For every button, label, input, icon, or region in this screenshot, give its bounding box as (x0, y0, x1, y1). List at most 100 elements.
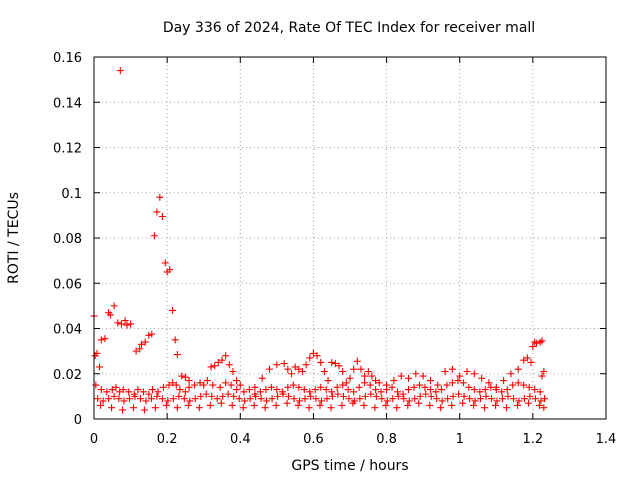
data-point (415, 399, 423, 407)
data-point (459, 379, 467, 387)
data-point (117, 320, 125, 328)
data-points (90, 67, 549, 414)
data-point (367, 390, 375, 398)
data-point (261, 404, 269, 412)
data-point (295, 383, 303, 391)
data-point (466, 395, 474, 403)
data-point (513, 401, 521, 409)
data-point (219, 392, 227, 400)
data-point (206, 401, 214, 409)
data-point (320, 367, 328, 375)
data-point (241, 397, 249, 405)
data-point (313, 352, 321, 360)
data-point (317, 358, 325, 366)
data-point (274, 392, 282, 400)
data-point (158, 395, 166, 403)
data-point (523, 354, 531, 362)
data-point (307, 392, 315, 400)
data-point (503, 404, 511, 412)
data-point (465, 383, 473, 391)
data-point (463, 367, 471, 375)
data-point (531, 386, 539, 394)
data-point (186, 397, 194, 405)
data-point (339, 367, 347, 375)
data-point (305, 404, 313, 412)
data-point (397, 372, 405, 380)
data-point (525, 383, 533, 391)
data-point (251, 383, 259, 391)
data-point (216, 383, 224, 391)
data-point (191, 381, 199, 389)
data-point (350, 365, 358, 373)
data-point (388, 383, 396, 391)
data-point (195, 404, 203, 412)
data-point (477, 395, 485, 403)
data-point (239, 404, 247, 412)
data-point (103, 388, 111, 396)
data-point (324, 377, 332, 385)
data-point (148, 330, 156, 338)
data-point (169, 379, 177, 387)
data-point (540, 367, 548, 375)
data-point (119, 406, 127, 414)
data-point (377, 388, 385, 396)
data-point (383, 397, 391, 405)
data-point (164, 397, 172, 405)
data-point (258, 374, 266, 382)
data-point (266, 365, 274, 373)
data-point (470, 401, 478, 409)
data-point (317, 383, 325, 391)
data-point (328, 388, 336, 396)
data-point (382, 401, 390, 409)
data-point (202, 390, 210, 398)
data-point (311, 386, 319, 394)
data-point (136, 345, 144, 353)
data-point (153, 392, 161, 400)
data-point (509, 395, 517, 403)
data-point (454, 377, 462, 385)
data-point (410, 383, 418, 391)
data-point (173, 404, 181, 412)
data-point (309, 349, 317, 357)
data-point (287, 370, 295, 378)
data-point (432, 388, 440, 396)
data-point (208, 392, 216, 400)
data-point (272, 401, 280, 409)
data-point (169, 395, 177, 403)
data-point (273, 361, 281, 369)
data-point (263, 397, 271, 405)
y-axis-label: ROTI / TECUs (6, 192, 22, 284)
data-point (327, 404, 335, 412)
data-point (230, 392, 238, 400)
data-point (211, 362, 219, 370)
data-point (361, 379, 369, 387)
data-point (405, 374, 413, 382)
data-point (520, 395, 528, 403)
data-point (448, 379, 456, 387)
data-point (488, 395, 496, 403)
data-point (507, 370, 515, 378)
data-point (353, 357, 361, 365)
data-point (515, 397, 523, 405)
data-point (217, 399, 225, 407)
data-point (524, 399, 532, 407)
data-point (470, 370, 478, 378)
data-point (520, 381, 528, 389)
data-point (120, 397, 128, 405)
data-point (372, 377, 380, 385)
data-point (419, 372, 427, 380)
data-point (203, 377, 211, 385)
y-tick-label: 0.14 (53, 96, 82, 111)
data-point (459, 399, 467, 407)
data-point (298, 367, 306, 375)
data-point (533, 339, 541, 347)
data-point (338, 401, 346, 409)
data-point (246, 395, 254, 403)
data-point (115, 395, 123, 403)
y-tick-label: 0.08 (53, 232, 82, 247)
data-point (526, 392, 534, 400)
data-point (335, 362, 343, 370)
data-point (317, 397, 325, 405)
data-point (493, 397, 501, 405)
data-point (158, 213, 166, 221)
